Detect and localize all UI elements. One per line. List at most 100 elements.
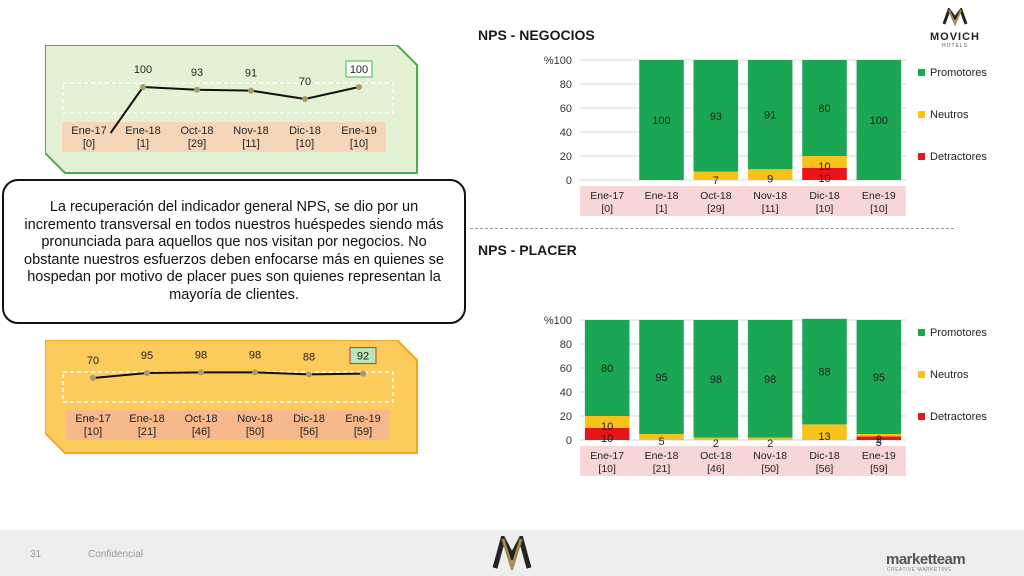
bar-segment-promotores	[856, 320, 902, 434]
legend-label-detractores: Detractores	[930, 151, 987, 163]
x-tick-label: Oct-18 [29]	[180, 125, 213, 150]
x-tick-label: Ene-18 [21]	[129, 413, 164, 438]
x-tick-label: Nov-18 [11]	[753, 190, 787, 215]
bar-segment-promotores	[747, 60, 793, 170]
x-tick-line: Ene-17	[590, 190, 624, 202]
bar-data-label: 88	[818, 367, 830, 379]
y-tick-label: 40	[560, 387, 572, 399]
data-label: 70	[299, 76, 311, 88]
marketteam-logo: marketteam	[886, 551, 966, 568]
summary-note: La recuperación del indicador general NP…	[2, 179, 466, 324]
x-tick-label: Ene-17 [10]	[75, 413, 110, 438]
y-tick-label: 40	[560, 127, 572, 139]
data-label: 93	[191, 67, 203, 79]
bar-segment-neutros	[747, 437, 793, 440]
bar-segment-promotores	[802, 60, 847, 156]
bar-data-label: 2	[713, 438, 719, 450]
bar-data-label: 91	[764, 110, 776, 122]
bar-data-label: 5	[658, 436, 664, 448]
y-tick-label: %100	[544, 55, 572, 67]
line-point	[360, 370, 366, 377]
movich-footer-mark-icon	[492, 536, 532, 570]
x-tick-label: Dic-18 [10]	[289, 125, 321, 150]
bar-segment-promotores	[693, 60, 739, 172]
line-point	[144, 370, 150, 376]
x-tick-label: Ene-18 [1]	[125, 125, 160, 150]
x-tick-label: Dic-18 [56]	[293, 413, 325, 438]
bar-segment-neutros	[693, 437, 739, 440]
legend-swatch-promotores	[918, 329, 925, 336]
bar-segment-detractores	[584, 428, 630, 440]
legend-label-neutros: Neutros	[930, 109, 969, 121]
dashed-band	[62, 82, 394, 114]
bar-data-label: 2	[876, 434, 882, 446]
bar-segment-promotores	[584, 320, 630, 416]
x-tick-line: [21]	[138, 426, 156, 438]
data-label: 100	[350, 64, 368, 76]
x-tick-line: [10]	[870, 203, 888, 215]
tick-label-band	[66, 410, 390, 440]
x-tick-line: [56]	[300, 426, 318, 438]
bar-segment-promotores	[639, 320, 684, 434]
legend-swatch-detractores	[918, 153, 925, 160]
x-label-band	[580, 186, 906, 216]
legend-label-promotores: Promotores	[930, 67, 987, 79]
movich-logo: MOVICH HOTELS	[924, 6, 986, 49]
x-tick-line: [10]	[350, 138, 368, 150]
legend-label-promotores: Promotores	[930, 327, 987, 339]
y-tick-label: 80	[560, 339, 572, 351]
line-point	[194, 86, 200, 93]
x-tick-line: [59]	[354, 426, 372, 438]
y-tick-label: 80	[560, 79, 572, 91]
data-label: 95	[141, 350, 153, 362]
x-tick-label: Nov-18 [50]	[753, 450, 787, 475]
x-tick-line: Ene-18	[125, 125, 160, 137]
data-label: 88	[303, 351, 315, 363]
x-label-band	[580, 446, 906, 476]
x-tick-line: Ene-19	[341, 125, 376, 137]
x-tick-line: Oct-18	[180, 125, 213, 137]
placer-line-panel: Ene-17 [10] Ene-18 [21] Oct-18 [46] Nov-18 [50]…	[45, 340, 418, 454]
bar-segment-detractores	[802, 168, 847, 180]
series-line	[92, 371, 364, 379]
x-tick-line: [56]	[816, 463, 834, 475]
bar-segment-neutros	[802, 424, 847, 440]
y-tick-label: 20	[560, 411, 572, 423]
line-point	[356, 84, 362, 90]
tick-label-band	[62, 122, 386, 152]
movich-mark-icon	[942, 6, 968, 27]
x-tick-line: Nov-18	[233, 125, 268, 137]
bar-segment-neutros	[639, 434, 684, 440]
bar-segment-neutros	[856, 434, 902, 437]
x-tick-label: Oct-18 [46]	[184, 413, 217, 438]
bar-data-label: 100	[870, 115, 888, 127]
bar-segment-neutros	[747, 169, 793, 180]
line-point	[140, 84, 146, 90]
x-tick-label: Ene-19 [59]	[345, 413, 380, 438]
bar-negocios-plot: 0 20 40 60 80 %100 Ene-17 [0] Ene-18 [1] Oct-18 [29…	[544, 55, 987, 216]
x-tick-label: Nov-18 [11]	[233, 125, 268, 150]
x-tick-line: Oct-18	[184, 413, 217, 425]
x-tick-line: [10]	[816, 203, 834, 215]
x-tick-line: [1]	[137, 138, 149, 150]
highlight-label-box	[345, 60, 373, 78]
line-negocios-plot: Ene-17 [0] Ene-18 [1] Oct-18 [29] Nov-18 [11] Di…	[62, 60, 386, 152]
x-tick-line: Ene-18	[645, 450, 679, 462]
bar-data-label: 98	[764, 374, 776, 386]
x-tick-label: Ene-18 [21]	[645, 450, 679, 475]
x-tick-line: Dic-18	[809, 190, 840, 202]
bar-segment-neutros	[693, 171, 739, 180]
line-placer-plot: Ene-17 [10] Ene-18 [21] Oct-18 [46] Nov-18 [50]…	[66, 347, 390, 440]
x-tick-line: [10]	[598, 463, 616, 475]
bar-data-label: 3	[876, 437, 882, 449]
bar-segment-promotores	[747, 320, 793, 438]
bar-data-label: 98	[710, 374, 722, 386]
bar-segment-neutros	[802, 156, 847, 168]
x-tick-line: [0]	[83, 138, 95, 150]
bar-segment-detractores	[856, 436, 902, 440]
x-tick-label: Oct-18 [29]	[700, 190, 732, 215]
line-point	[90, 375, 96, 381]
x-tick-label: Dic-18 [10]	[809, 190, 840, 215]
